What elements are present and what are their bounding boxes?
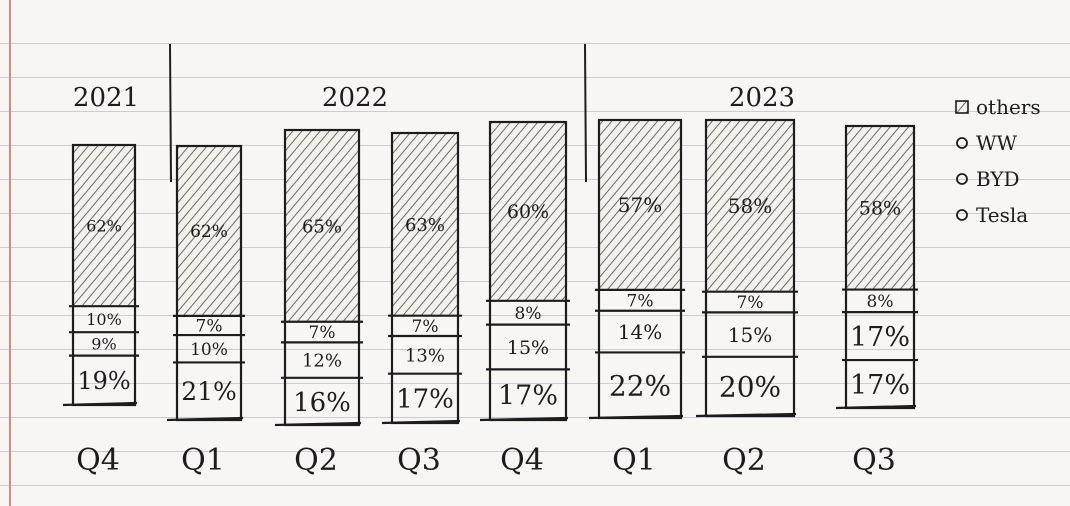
segment-label: 63% [405,215,445,236]
segment-label: 21% [181,377,237,406]
year-label-2022: 2022 [322,83,388,113]
segment-label: 13% [405,345,445,366]
bar-segment-4 [706,120,794,292]
legend-circle-marker [956,209,968,221]
quarter-label-2023-Q3: Q3 [852,443,896,478]
bar-baseline [381,419,461,425]
segment-label: 20% [719,370,781,403]
segment-label: 17% [850,322,910,353]
segment-label: 7% [737,293,764,313]
segment-label: 62% [86,216,122,235]
bar-baseline [835,404,917,410]
segment-label: 14% [618,320,662,344]
bar-baseline [588,414,684,420]
segment-label: 57% [618,193,662,217]
bar-outline [390,131,460,425]
legend-item-others: others [955,95,1041,119]
year-divider-1 [169,43,172,183]
legend-circle-marker [956,173,968,185]
bar-segment-4 [285,130,359,322]
segment-label: 7% [196,317,223,337]
segment-label: 7% [627,291,654,311]
segment-label: 16% [293,388,351,418]
bar-baseline [62,401,138,407]
legend-item-tesla: Tesla [956,203,1028,227]
bar-2022-Q4: 17% 15% 8% 60% [479,120,570,422]
segment-label: 58% [728,194,772,218]
segment-label: 22% [609,369,671,402]
segment-label: 17% [396,385,454,415]
bar-outline [71,143,137,407]
bar-outline [175,144,243,422]
segment-label: 60% [507,201,549,223]
bar-segment-4 [177,146,241,316]
segment-label: 65% [302,216,342,237]
bar-segment-4 [73,145,135,307]
segment-label: 62% [190,222,228,242]
quarter-label-2023-Q1: Q1 [612,443,656,478]
segment-label: 17% [498,380,558,411]
bar-segment-4 [599,120,681,290]
legend-label: BYD [976,167,1020,191]
notebook-margin-line [9,0,11,506]
bar-2023-Q2: 20% 15% 7% 58% [695,118,798,418]
segment-label: 10% [190,340,228,360]
legend: others WW BYD Tesla [955,95,1041,227]
bar-segment-4 [490,122,566,301]
segment-label: 10% [86,310,122,329]
bar-baseline [479,416,569,422]
bar-baseline [166,416,244,422]
legend-circle-marker [956,137,968,149]
bars: 19% 9% 10% 62% 21% 10% 7% 62% 16% 12% 7% 65% 17% 13% 7… [62,118,918,427]
segment-label: 8% [867,292,894,312]
quarter-label-2022-Q4: Q4 [500,443,544,478]
segment-label: 7% [309,323,336,343]
segment-label: 17% [850,370,910,401]
segment-label: 15% [728,323,772,347]
legend-item-byd: BYD [956,167,1020,191]
segment-label: 8% [515,304,542,324]
bar-segment-4 [392,133,458,316]
legend-label: WW [976,131,1018,155]
year-divider-2 [584,43,587,183]
quarter-label-2023-Q2: Q2 [722,443,766,478]
legend-hatched-swatch [955,100,969,114]
legend-item-ww: WW [956,131,1018,155]
bar-2023-Q1: 22% 14% 7% 57% [588,118,685,420]
bar-baseline [695,412,797,418]
bar-2021-Q4: 19% 9% 10% 62% [62,143,139,407]
bar-segment-4 [846,126,914,290]
bar-baseline [274,421,362,427]
year-labels: 2021 2022 2023 [73,83,795,113]
bar-2022-Q3: 17% 13% 7% 63% [381,131,462,425]
year-label-2021: 2021 [73,83,139,113]
segment-label: 19% [77,367,130,395]
legend-label: others [976,95,1041,119]
segment-label: 7% [412,317,439,337]
year-dividers [169,43,587,183]
quarter-label-2022-Q2: Q2 [294,443,338,478]
quarter-label-2022-Q3: Q3 [397,443,441,478]
bar-2022-Q1: 21% 10% 7% 62% [166,144,245,422]
segment-label: 12% [302,351,342,372]
segment-label: 15% [507,337,549,359]
year-label-2023: 2023 [729,83,795,113]
bar-2023-Q3: 17% 17% 8% 58% [835,124,918,410]
legend-label: Tesla [976,203,1028,227]
quarter-label-2022-Q1: Q1 [181,443,225,478]
quarter-label-2021-Q4: Q4 [76,443,120,478]
quarter-labels: Q4 Q1 Q2 Q3 Q4 Q1 Q2 Q3 [76,443,896,478]
bar-2022-Q2: 16% 12% 7% 65% [274,128,363,427]
segment-label: 9% [91,335,116,354]
segment-label: 58% [859,198,901,220]
